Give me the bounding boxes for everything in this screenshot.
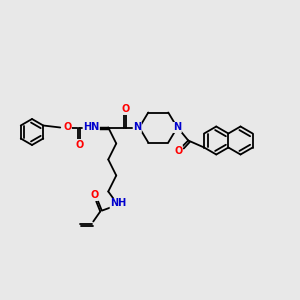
Text: N: N: [173, 122, 181, 133]
Text: O: O: [174, 146, 182, 155]
Text: NH: NH: [110, 199, 126, 208]
Text: O: O: [63, 122, 71, 133]
Text: O: O: [121, 104, 129, 115]
Text: N: N: [133, 122, 141, 133]
Text: O: O: [90, 190, 98, 200]
Text: O: O: [75, 140, 83, 149]
Text: HN: HN: [83, 122, 99, 133]
